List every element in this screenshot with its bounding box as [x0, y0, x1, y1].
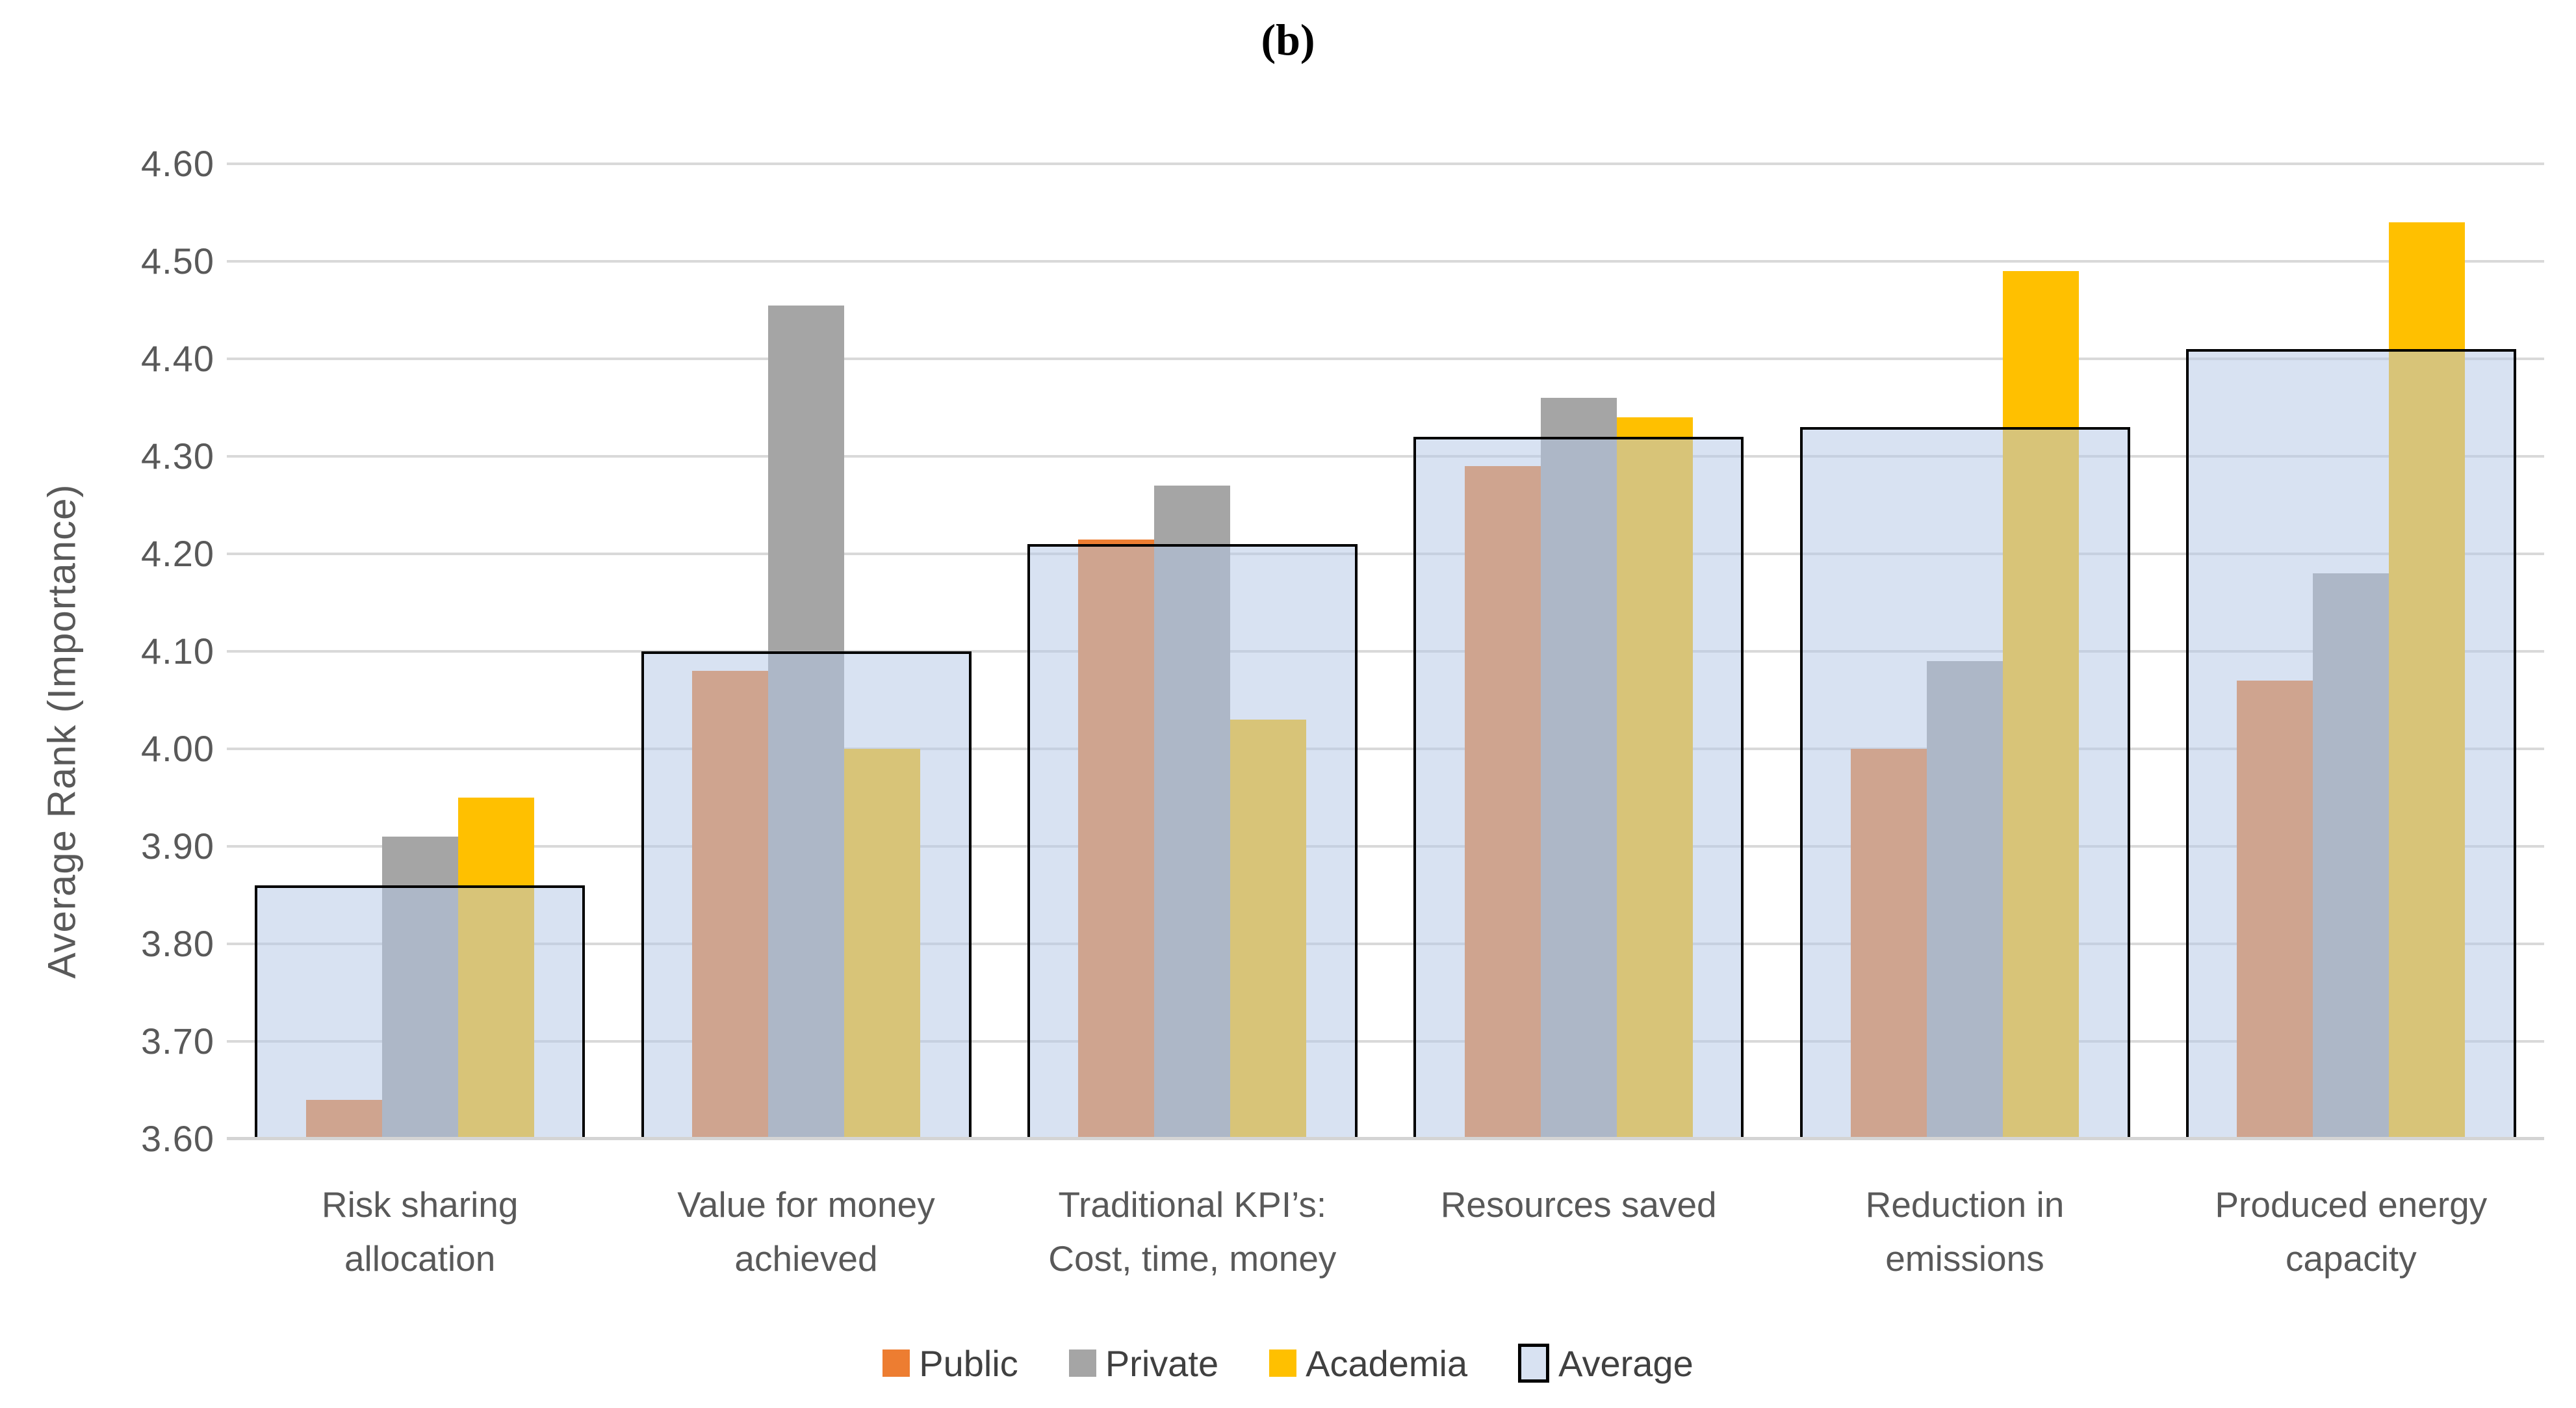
grid-line [227, 650, 2544, 653]
y-tick-label: 4.10 [141, 631, 214, 671]
legend-label: Public [919, 1342, 1018, 1384]
legend-label: Academia [1306, 1342, 1468, 1384]
category-label: Produced energy capacity [2215, 1184, 2488, 1279]
chart-legend: Public Private Academia Average [0, 1334, 2576, 1392]
grid-line [227, 1040, 2544, 1043]
y-tick-label: 4.20 [141, 533, 214, 574]
grid-line [227, 748, 2544, 750]
legend-item-academia: Academia [1269, 1342, 1467, 1385]
average-overlay-bar [255, 885, 586, 1139]
average-overlay-bar [641, 651, 972, 1139]
category-label: Resources saved [1440, 1184, 1717, 1225]
legend-swatch-academia [1269, 1349, 1297, 1377]
y-tick-label: 3.90 [141, 826, 214, 867]
grid-line [227, 358, 2544, 360]
legend-item-private: Private [1068, 1342, 1219, 1385]
plot-area [227, 163, 2544, 1140]
average-overlay-bar [1027, 544, 1358, 1139]
grid-line [227, 455, 2544, 458]
legend-swatch-average [1518, 1344, 1550, 1383]
category-label: Reduction in emissions [1865, 1184, 2065, 1279]
y-tick-label: 3.70 [141, 1021, 214, 1062]
legend-item-average: Average [1518, 1342, 1694, 1385]
category-label: Value for money achieved [677, 1184, 935, 1279]
figure-title: (b) [1261, 15, 1315, 64]
average-overlay-bar [1413, 437, 1744, 1139]
y-tick-label: 4.30 [141, 436, 214, 476]
y-tick-label: 3.60 [141, 1118, 214, 1159]
legend-label: Private [1105, 1342, 1219, 1384]
category-label: Traditional KPI’s: Cost, time, money [1048, 1184, 1337, 1279]
average-overlay-bar [1799, 427, 2130, 1139]
legend-label: Average [1558, 1342, 1694, 1384]
y-tick-label: 4.60 [141, 143, 214, 184]
grid-line [227, 260, 2544, 263]
y-tick-label: 4.40 [141, 338, 214, 379]
y-tick-label: 4.50 [141, 241, 214, 281]
category-label: Risk sharing allocation [321, 1184, 519, 1279]
grid-line [227, 845, 2544, 848]
x-axis-line [227, 1137, 2544, 1140]
legend-item-public: Public [882, 1342, 1018, 1385]
y-tick-label: 3.80 [141, 923, 214, 964]
average-overlay-bar [2185, 349, 2516, 1139]
grid-line [227, 553, 2544, 555]
grid-line [227, 943, 2544, 945]
y-tick-label: 4.00 [141, 728, 214, 769]
grid-line [227, 163, 2544, 165]
legend-swatch-private [1068, 1349, 1096, 1377]
legend-swatch-public [882, 1349, 910, 1377]
